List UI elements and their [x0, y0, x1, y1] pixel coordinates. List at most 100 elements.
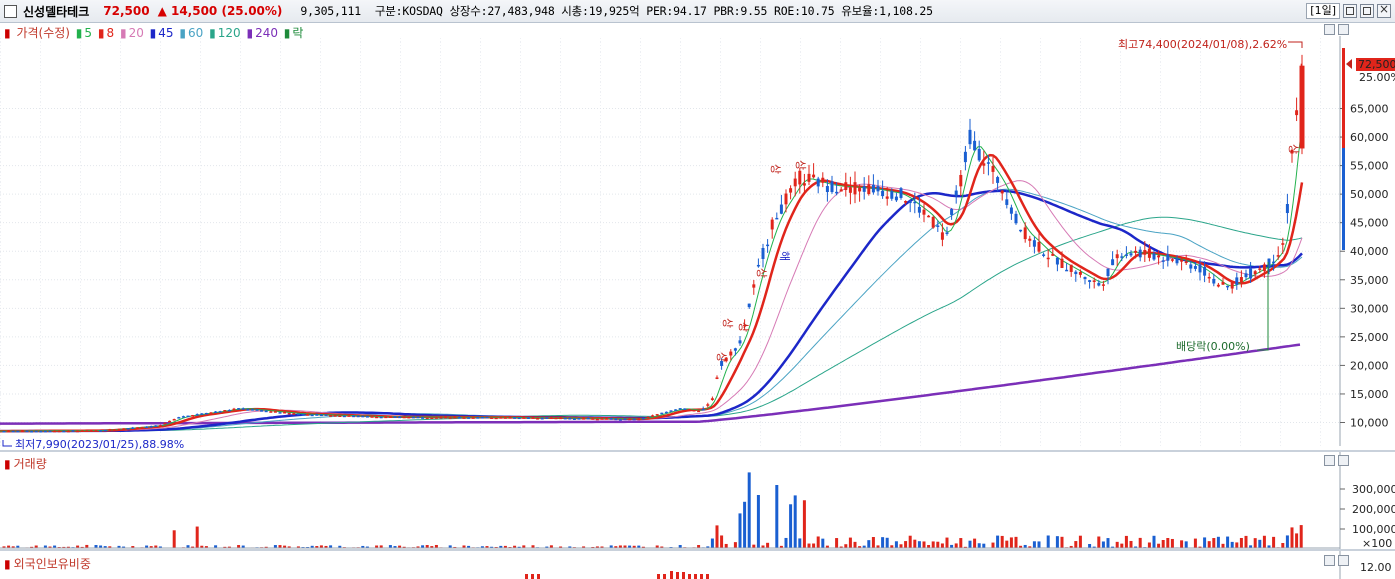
candle-body [697, 410, 701, 413]
legend-rak[interactable]: 락 [292, 26, 304, 40]
candle-body [439, 417, 443, 419]
volume-bar [775, 485, 779, 548]
candle-body [43, 430, 47, 433]
candle-body [283, 411, 287, 414]
candle-body [766, 244, 770, 247]
candle-body [296, 413, 300, 416]
stock-name[interactable]: 신성델타테크 [23, 4, 90, 19]
candle-body [1258, 268, 1262, 270]
volume-bar [545, 546, 549, 548]
candle-body [1005, 199, 1009, 205]
candle-body [1101, 284, 1105, 286]
volume-bar [559, 546, 563, 548]
sang-marker: 상 [1287, 144, 1300, 154]
sang-marker: 상 [721, 318, 734, 328]
volume-bar [1037, 541, 1041, 548]
volume-bar [853, 541, 857, 548]
candle-body [172, 419, 176, 421]
volume-bar [844, 544, 848, 548]
candle-body [848, 187, 852, 193]
candle-body [724, 357, 728, 362]
volume-bar [43, 545, 47, 548]
restore-icon[interactable] [1360, 4, 1374, 18]
legend-ma5[interactable]: 5 [84, 26, 93, 40]
select-checkbox[interactable] [4, 4, 17, 18]
candle-body [1193, 266, 1197, 269]
volume-bar [324, 545, 328, 548]
candle-body [246, 409, 250, 411]
price-axis-label: 15,000 [1350, 388, 1389, 401]
volume-bar [1106, 538, 1110, 548]
candle-body [425, 417, 429, 419]
volume-bar [338, 545, 342, 548]
volume-bar [568, 546, 572, 548]
volume-bar [310, 545, 314, 548]
candle-body [1147, 248, 1151, 258]
high-arrow-icon [1288, 41, 1303, 48]
candle-body [494, 417, 498, 420]
candle-body [1170, 259, 1174, 261]
volume-bar [53, 545, 57, 548]
close-icon[interactable] [1377, 2, 1391, 18]
candle-body [678, 408, 682, 410]
volume-panel-title[interactable]: ▮ 거래량 [4, 455, 47, 472]
volume-bar [1262, 535, 1266, 548]
volume-bar [968, 540, 972, 548]
candle-body [959, 174, 963, 187]
volume-bar [973, 538, 977, 548]
panel-minimize-icon[interactable] [1324, 24, 1335, 35]
volume-bar [467, 545, 471, 548]
candle-body [775, 217, 779, 220]
ma8-line [0, 153, 1304, 433]
volume-bar [517, 546, 521, 548]
price-range-bar-up [1342, 48, 1345, 148]
chart-area[interactable]: 65,000 60,000 55,000 50,000 45,000 40,000 35,0… [0, 22, 1395, 579]
panel-maximize-icon[interactable] [1338, 24, 1349, 35]
candle-body [789, 188, 793, 193]
volume-bar [296, 546, 300, 548]
candle-body [278, 412, 282, 414]
volume-bar [904, 541, 908, 548]
foreign-holding-bar [663, 574, 666, 579]
candle-body [618, 419, 622, 421]
volume-bar [1046, 535, 1050, 548]
volume-bar [499, 545, 503, 548]
candle-body [85, 430, 89, 433]
volume-bar [954, 543, 958, 548]
candle-body [200, 413, 204, 415]
panel-minimize-icon[interactable] [1324, 555, 1335, 566]
volume-bar [34, 545, 38, 548]
volume-bar [122, 546, 126, 548]
candle-body [476, 417, 480, 419]
volume-bar [812, 543, 816, 548]
candle-body [986, 162, 990, 164]
panel-maximize-icon[interactable] [1338, 455, 1349, 466]
volume-bar [425, 545, 429, 548]
volume-bar [1019, 545, 1023, 548]
candle-body [710, 398, 714, 400]
legend-ma8[interactable]: 8 [106, 26, 115, 40]
foreign-panel-title[interactable]: ▮ 외국인보유비중 [4, 555, 91, 572]
volume-bar [1088, 544, 1092, 548]
foreign-panel-controls [1324, 555, 1349, 566]
candle-body [471, 417, 475, 419]
volume-bar [798, 538, 802, 548]
volume-bar [618, 545, 622, 548]
price-axis-label: 60,000 [1350, 131, 1389, 144]
price-axis: 65,000 60,000 55,000 50,000 45,000 40,000 35,0… [1340, 103, 1389, 430]
period-selector[interactable]: [1일] [1306, 3, 1340, 19]
candle-body [338, 415, 342, 417]
candle-body [1037, 242, 1041, 252]
candle-body [637, 418, 641, 421]
volume-bar [991, 542, 995, 548]
volume-bar [1281, 543, 1285, 548]
volume-bar [697, 545, 701, 548]
candle-body [1134, 250, 1138, 253]
volume-bar [595, 546, 599, 548]
panel-minimize-icon[interactable] [1324, 455, 1335, 466]
candle-body [641, 418, 645, 420]
volume-bar [398, 545, 402, 548]
minimize-icon[interactable] [1343, 4, 1357, 18]
candle-body [1253, 271, 1257, 275]
panel-maximize-icon[interactable] [1338, 555, 1349, 566]
